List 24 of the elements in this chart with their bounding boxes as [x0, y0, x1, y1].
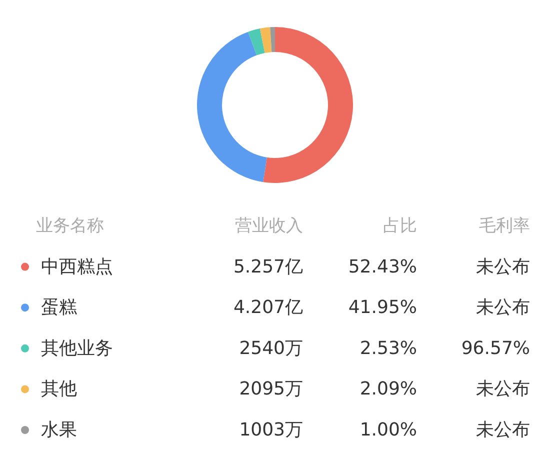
- text: 2540万: [239, 338, 303, 359]
- legend-label: 其他: [41, 378, 77, 400]
- text: 毛利率: [479, 216, 530, 236]
- data-label: 41.95%: [348, 297, 417, 318]
- legend-label: 水果: [41, 420, 77, 440]
- text: 未公布: [476, 297, 530, 318]
- text: 未公布: [476, 420, 530, 440]
- data-label: 52.43%: [348, 256, 417, 278]
- legend-title: 业务名称: [36, 216, 104, 236]
- text: 占比: [383, 216, 417, 236]
- data-label: 2.53%: [360, 338, 417, 359]
- legend-label: 中西糕点: [41, 256, 113, 278]
- text: 5.257亿: [233, 256, 303, 278]
- text: 1003万: [239, 420, 303, 440]
- text: 营业收入: [235, 216, 303, 236]
- text: 2095万: [239, 378, 303, 400]
- data-label: 1.00%: [360, 420, 417, 440]
- text: 96.57%: [461, 338, 530, 359]
- legend-label: 蛋糕: [41, 297, 77, 318]
- legend-label: 其他业务: [41, 338, 113, 359]
- text: 未公布: [476, 378, 530, 400]
- text: 未公布: [476, 256, 530, 278]
- data-label: 2.09%: [360, 378, 417, 400]
- text: 4.207亿: [233, 297, 303, 318]
